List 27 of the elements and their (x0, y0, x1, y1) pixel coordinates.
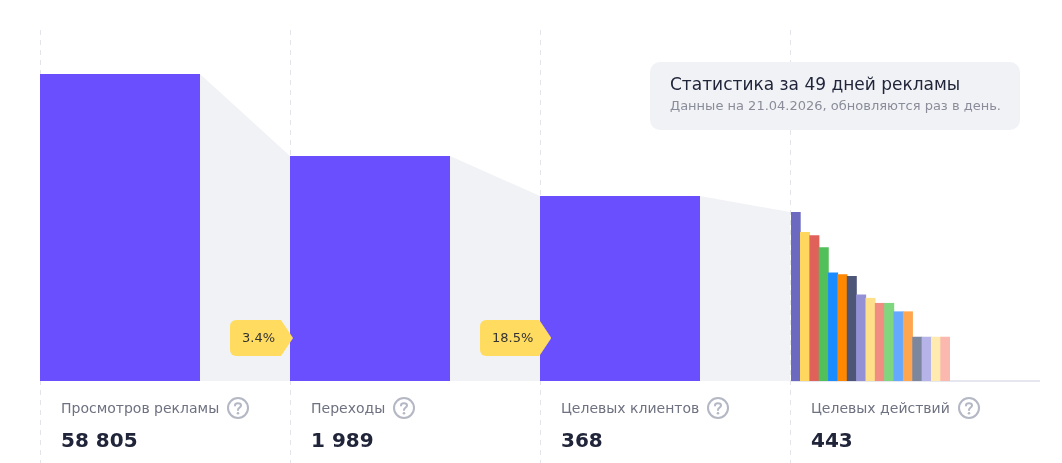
text: Статистика за 49 дней рекламы (670, 74, 962, 94)
bar (912, 336, 923, 381)
bar (940, 336, 950, 381)
category-label: Целевых действий (811, 400, 950, 416)
bar (828, 272, 839, 381)
text: 18.5% (480, 320, 552, 356)
bar (893, 311, 904, 381)
bar (809, 235, 820, 381)
data-label: 1 989 (311, 428, 374, 452)
text: 3.4% (230, 320, 294, 356)
bar (874, 302, 885, 381)
text: Данные на 21.04.2026, обновляются раз в день. (670, 98, 1001, 113)
bar (818, 247, 829, 381)
data-label: 58 805 (61, 428, 138, 452)
bar (846, 275, 857, 381)
bar (902, 311, 913, 381)
bar (800, 231, 811, 381)
category-label: Переходы (311, 400, 386, 416)
data-label: 443 (811, 428, 853, 452)
category-label: Целевых клиентов (561, 400, 700, 416)
bar (837, 274, 848, 381)
category-label: Просмотров рекламы (61, 400, 220, 416)
bar (884, 302, 895, 381)
bar (865, 297, 876, 381)
data-label: 368 (561, 428, 603, 452)
bar (856, 294, 867, 381)
bar (791, 212, 801, 381)
